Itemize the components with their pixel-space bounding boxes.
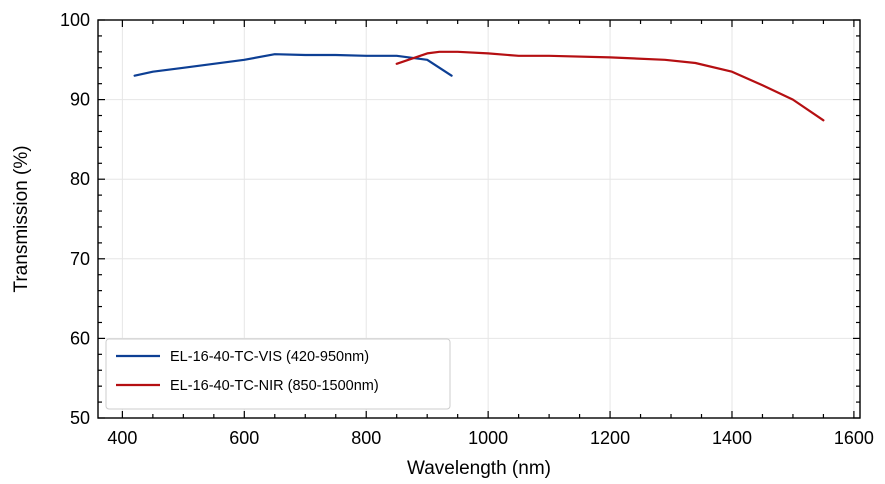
y-tick-label: 100 — [60, 10, 90, 30]
axis-ticks — [98, 19, 860, 419]
x-tick-label: 600 — [229, 428, 259, 448]
series-line-vis — [133, 53, 453, 77]
legend: EL-16-40-TC-VIS (420-950nm) EL-16-40-TC-… — [105, 338, 451, 410]
y-tick-label: 90 — [70, 90, 90, 110]
y-tick-label: 50 — [70, 408, 90, 428]
x-tick-label: 400 — [107, 428, 137, 448]
y-axis-title: Transmission (%) — [11, 145, 32, 292]
legend-label-nir: EL-16-40-TC-NIR (850-1500nm) — [170, 378, 379, 394]
grid-lines — [98, 20, 860, 418]
series-line-nir — [395, 50, 825, 122]
series-layer — [133, 50, 825, 122]
x-tick-label: 1200 — [590, 428, 630, 448]
x-tick-label: 1000 — [468, 428, 508, 448]
x-axis-title: Wavelength (nm) — [407, 458, 551, 479]
x-tick-label: 800 — [351, 428, 381, 448]
y-tick-label: 80 — [70, 169, 90, 189]
legend-label-vis: EL-16-40-TC-VIS (420-950nm) — [170, 349, 369, 365]
plot-frame — [97, 19, 861, 419]
y-tick-label: 60 — [70, 328, 90, 348]
y-tick-label: 70 — [70, 249, 90, 269]
x-tick-label: 1400 — [712, 428, 752, 448]
tick-labels: 400 600 800 1000 1200 1400 1600 50 60 70 80 90 100 — [60, 10, 874, 448]
x-tick-label: 1600 — [834, 428, 874, 448]
legend-box — [105, 338, 451, 410]
